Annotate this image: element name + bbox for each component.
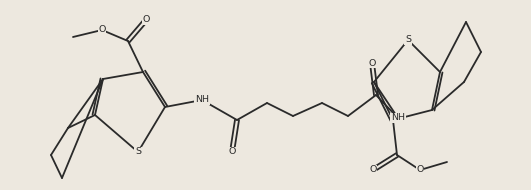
Text: O: O — [228, 147, 236, 157]
Text: O: O — [416, 165, 424, 174]
Text: NH: NH — [391, 113, 405, 123]
Text: O: O — [98, 25, 106, 35]
Text: O: O — [369, 59, 376, 67]
Text: O: O — [142, 16, 150, 25]
Text: S: S — [405, 36, 411, 44]
Text: NH: NH — [195, 96, 209, 105]
Text: S: S — [135, 147, 141, 157]
Text: O: O — [370, 165, 376, 174]
